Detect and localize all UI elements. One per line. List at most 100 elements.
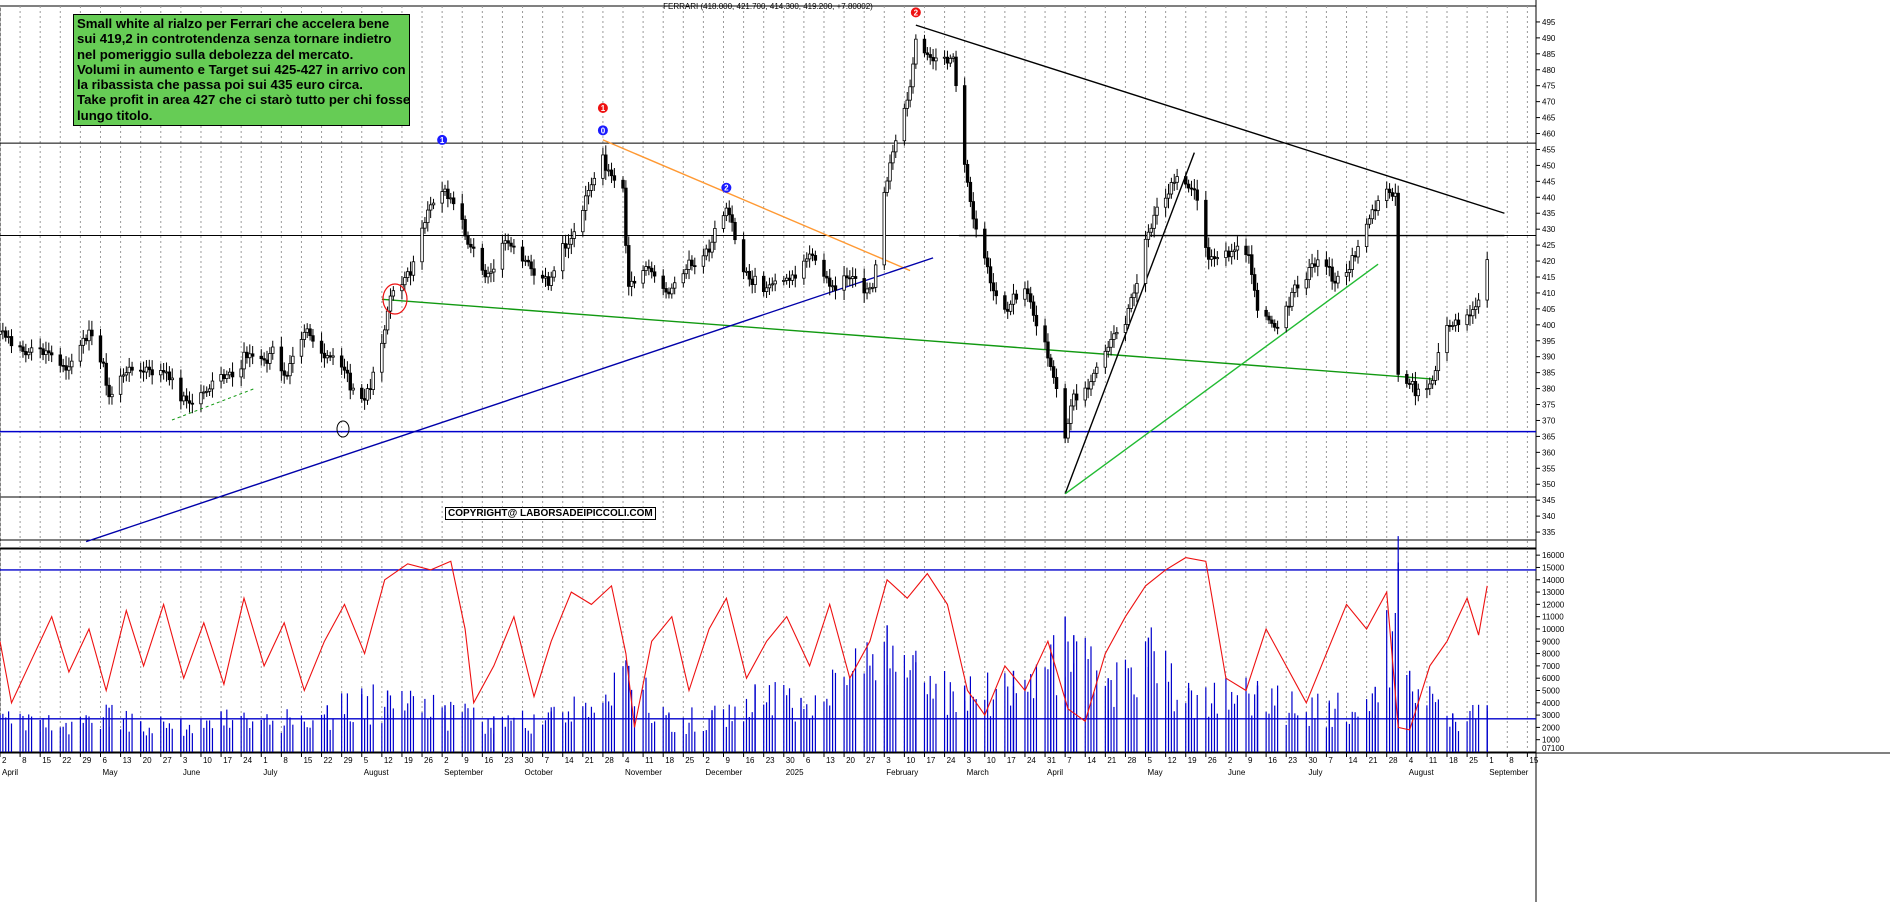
candle-body: [41, 348, 45, 356]
candle-body: [348, 372, 352, 391]
candle-body: [440, 191, 444, 204]
candle-body: [27, 351, 31, 356]
candle-body: [592, 177, 597, 186]
price-tick-label: 485: [1542, 50, 1556, 59]
candle-body: [0, 330, 2, 335]
candle-body: [61, 364, 65, 367]
candle-body: [1390, 192, 1395, 197]
candle-body: [1023, 288, 1027, 300]
candle-body: [1083, 387, 1087, 401]
candle-body: [1273, 323, 1277, 328]
date-tick-label: 26: [424, 756, 433, 765]
candle-body: [449, 197, 453, 200]
candle-body: [1112, 333, 1116, 340]
candle-body: [888, 162, 892, 182]
candle-body: [670, 287, 674, 295]
candle-body: [328, 355, 332, 358]
candle-body: [1476, 299, 1481, 308]
date-tick-label: 25: [1469, 756, 1478, 765]
wave-marker-label: 1: [440, 136, 445, 145]
candle-body: [942, 56, 947, 59]
candle-body: [385, 310, 390, 331]
candle-body: [371, 371, 375, 390]
candle-body: [1043, 325, 1047, 343]
candle-body: [793, 274, 797, 279]
candle-body: [583, 195, 588, 211]
candle-body: [1049, 357, 1053, 367]
date-tick-label: 27: [866, 756, 875, 765]
candle-body: [767, 284, 772, 289]
candle-body: [833, 285, 838, 291]
candle-body: [489, 271, 493, 274]
candle-body: [1149, 227, 1153, 233]
candle-body: [1215, 257, 1220, 260]
indicator-panel-frame: [0, 548, 1537, 753]
candle-body: [1453, 319, 1458, 326]
date-tick-label: 5: [364, 756, 369, 765]
candle-body: [601, 154, 605, 179]
date-tick-label: 16: [484, 756, 493, 765]
candle-body: [810, 253, 815, 256]
candle-body: [641, 270, 645, 284]
candle-body: [58, 354, 62, 366]
candle-body: [1008, 303, 1013, 312]
price-tick-label: 440: [1542, 193, 1556, 202]
candle-body: [463, 219, 467, 237]
candle-body: [744, 270, 749, 273]
candle-body: [721, 215, 726, 229]
candle-body: [250, 353, 255, 357]
date-tick-label: 17: [926, 756, 935, 765]
candle-body: [1313, 263, 1317, 267]
candle-body: [1474, 306, 1478, 310]
date-tick-label: 13: [123, 756, 132, 765]
candle-body: [1172, 181, 1176, 184]
candle-body: [110, 393, 114, 398]
candle-body: [563, 243, 568, 249]
candle-body: [472, 246, 476, 249]
candle-body: [285, 374, 289, 377]
candle-body: [546, 276, 551, 286]
candle-body: [1132, 292, 1136, 299]
copyright-label: COPYRIGHT@ LABORSADEIPICCOLI.COM: [445, 507, 656, 520]
trendline: [915, 24, 1505, 214]
month-label: September: [1489, 768, 1528, 777]
candle-body: [684, 269, 688, 275]
candle-body: [1252, 274, 1257, 291]
note-line: la ribassista che passa poi sui 435 euro…: [77, 77, 363, 93]
price-tick-label: 400: [1542, 321, 1556, 330]
indicator-tick-label: 3000: [1542, 711, 1560, 720]
candle-body: [1430, 380, 1435, 385]
candle-body: [230, 371, 235, 378]
candle-body: [1385, 188, 1389, 201]
candle-body: [604, 154, 608, 171]
candle-body: [681, 273, 686, 284]
candle-body: [891, 151, 895, 164]
month-label: May: [102, 768, 117, 777]
candle-body: [902, 107, 907, 142]
candle-body: [813, 255, 818, 261]
date-tick-label: 14: [565, 756, 574, 765]
candle-body: [1209, 256, 1214, 260]
date-tick-label: 15: [42, 756, 51, 765]
candle-body: [1146, 231, 1151, 240]
candle-body: [589, 184, 594, 191]
date-tick-label: 8: [1509, 756, 1514, 765]
date-tick-label: 27: [163, 756, 172, 765]
candle-body: [965, 164, 970, 183]
candle-body: [124, 372, 129, 376]
date-tick-label: 7: [545, 756, 550, 765]
month-label: February: [886, 768, 918, 777]
candle-body: [830, 285, 835, 288]
candle-body: [1471, 309, 1475, 317]
candle-body: [1413, 381, 1418, 397]
candle-body: [503, 240, 508, 244]
candle-body: [606, 169, 611, 172]
date-tick-label: 4: [625, 756, 630, 765]
candle-body: [44, 350, 48, 356]
candle-body: [339, 355, 344, 368]
candle-body: [1428, 383, 1432, 390]
date-tick-label: 2: [2, 756, 7, 765]
candle-body: [1054, 377, 1059, 389]
candle-body: [908, 86, 912, 101]
candle-body: [466, 235, 470, 245]
